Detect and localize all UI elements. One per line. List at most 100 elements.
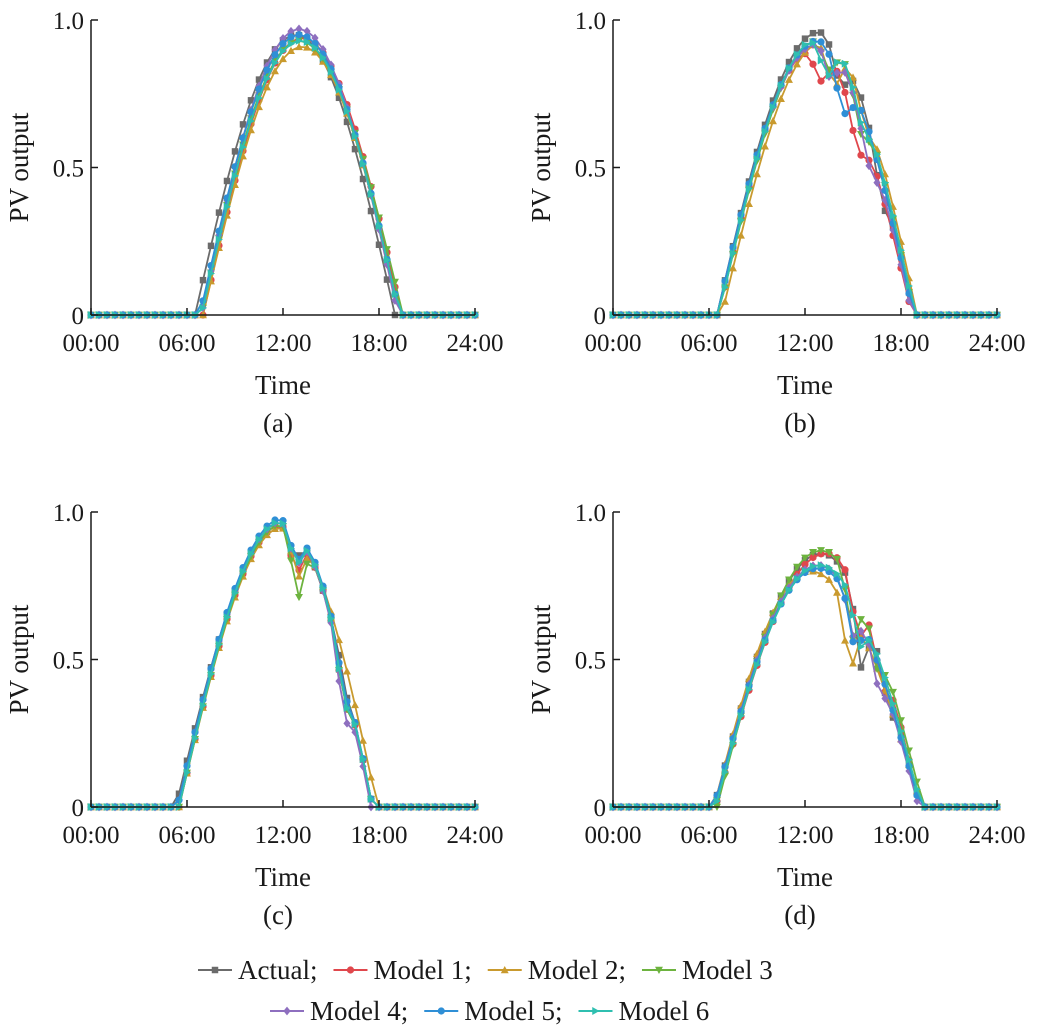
data-point [247,126,255,134]
data-point [857,626,865,636]
series-line [613,40,997,316]
data-point [199,701,207,710]
series-line [613,564,997,808]
data-point [889,699,897,708]
series-line [613,52,997,316]
series-line [613,552,997,808]
series-line [91,519,475,808]
y-tick-label: 1.0 [53,500,84,527]
data-point [801,566,809,575]
data-point [375,241,383,248]
series-model-1 [87,522,479,811]
data-point [175,790,183,797]
data-point [865,636,873,645]
data-point [287,39,295,48]
series-model-2 [609,41,1001,319]
data-point [283,1006,291,1016]
series-line [613,40,997,316]
data-point [247,117,255,125]
data-point [391,290,399,299]
y-tick-label: 0 [72,303,85,330]
x-tick-label: 00:00 [585,822,642,849]
series-model-2 [609,567,1001,811]
x-tick-label: 06:00 [159,822,216,849]
data-point [279,54,287,63]
data-point [881,673,889,682]
series-line [613,43,997,316]
data-point [303,26,311,36]
data-point [841,59,849,68]
panel-caption: (c) [263,900,293,930]
data-point [319,53,327,62]
data-point [231,171,239,180]
legend-label: Model 1; [373,955,471,985]
data-point [729,264,737,272]
data-point [255,76,263,83]
data-point [889,688,897,697]
legend-entry: Model 1; [333,955,472,985]
x-axis-label: Time [777,370,833,400]
x-axis-label: Time [777,862,833,892]
series-model-4 [87,518,479,812]
data-point [223,202,231,211]
data-point [833,68,841,78]
data-point [311,43,319,52]
legend-label: Model 3 [682,955,773,985]
y-axis-label: PV output [4,112,34,222]
data-point [327,67,335,76]
data-point [817,46,825,56]
data-point [857,664,865,671]
data-point [335,85,343,94]
data-point [500,966,509,974]
series-line [613,44,997,316]
data-point [343,667,351,675]
series-actual [609,29,1001,319]
y-axis-label: PV output [526,604,556,714]
series-actual [609,550,1001,811]
data-point [343,704,351,712]
data-point [263,74,271,83]
data-point [319,584,327,593]
data-point [825,71,833,80]
series-line [91,39,475,316]
data-point [655,966,663,974]
data-point [263,83,271,91]
data-point [263,66,271,74]
data-point [849,631,857,641]
data-point [793,563,801,571]
data-point [761,638,769,647]
data-point [255,102,263,111]
series-line [91,37,475,316]
x-tick-label: 18:00 [873,330,930,357]
data-point [841,68,849,77]
data-point [351,145,359,153]
data-point [255,94,263,103]
data-point [295,552,303,559]
data-point [207,242,215,250]
data-point [769,103,777,112]
series-line [91,527,475,808]
data-point [873,150,881,159]
data-point [833,58,841,67]
data-point [825,575,833,583]
data-point [359,736,367,744]
series-line [91,34,475,316]
data-point [817,547,825,555]
panel-caption: (a) [263,408,293,438]
series-model-3 [87,37,479,319]
data-point [295,558,303,567]
series-model-4 [87,24,479,320]
data-point [809,38,817,47]
data-point [825,549,833,557]
series-model-3 [609,547,1001,811]
data-point [761,142,769,150]
data-point [769,117,777,125]
data-point [849,83,857,92]
data-point [761,127,769,136]
series-line [613,552,997,808]
series-line [91,524,475,808]
data-point [897,717,905,725]
data-point [351,720,359,729]
data-point [437,1007,445,1015]
